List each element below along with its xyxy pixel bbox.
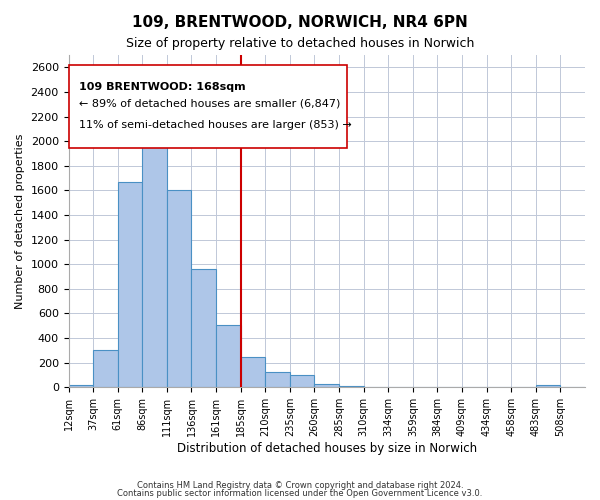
Bar <box>216 324 241 388</box>
Text: Size of property relative to detached houses in Norwich: Size of property relative to detached ho… <box>126 38 474 51</box>
Text: ← 89% of detached houses are smaller (6,847): ← 89% of detached houses are smaller (6,… <box>79 98 340 108</box>
Text: Contains public sector information licensed under the Open Government Licence v3: Contains public sector information licen… <box>118 488 482 498</box>
Bar <box>290 375 314 388</box>
Bar <box>68 385 93 388</box>
Bar <box>167 190 191 388</box>
Bar <box>93 350 118 388</box>
Bar <box>142 125 167 388</box>
Bar <box>339 386 364 388</box>
Bar <box>241 356 265 388</box>
Text: 109, BRENTWOOD, NORWICH, NR4 6PN: 109, BRENTWOOD, NORWICH, NR4 6PN <box>132 15 468 30</box>
Bar <box>265 372 290 388</box>
Text: 109 BRENTWOOD: 168sqm: 109 BRENTWOOD: 168sqm <box>79 82 245 92</box>
Text: Contains HM Land Registry data © Crown copyright and database right 2024.: Contains HM Land Registry data © Crown c… <box>137 481 463 490</box>
Bar <box>536 385 560 388</box>
FancyBboxPatch shape <box>68 65 347 148</box>
Bar <box>191 269 216 388</box>
Text: 11% of semi-detached houses are larger (853) →: 11% of semi-detached houses are larger (… <box>79 120 352 130</box>
Bar <box>314 384 339 388</box>
X-axis label: Distribution of detached houses by size in Norwich: Distribution of detached houses by size … <box>177 442 477 455</box>
Bar <box>364 386 388 388</box>
Bar <box>118 182 142 388</box>
Y-axis label: Number of detached properties: Number of detached properties <box>15 134 25 309</box>
